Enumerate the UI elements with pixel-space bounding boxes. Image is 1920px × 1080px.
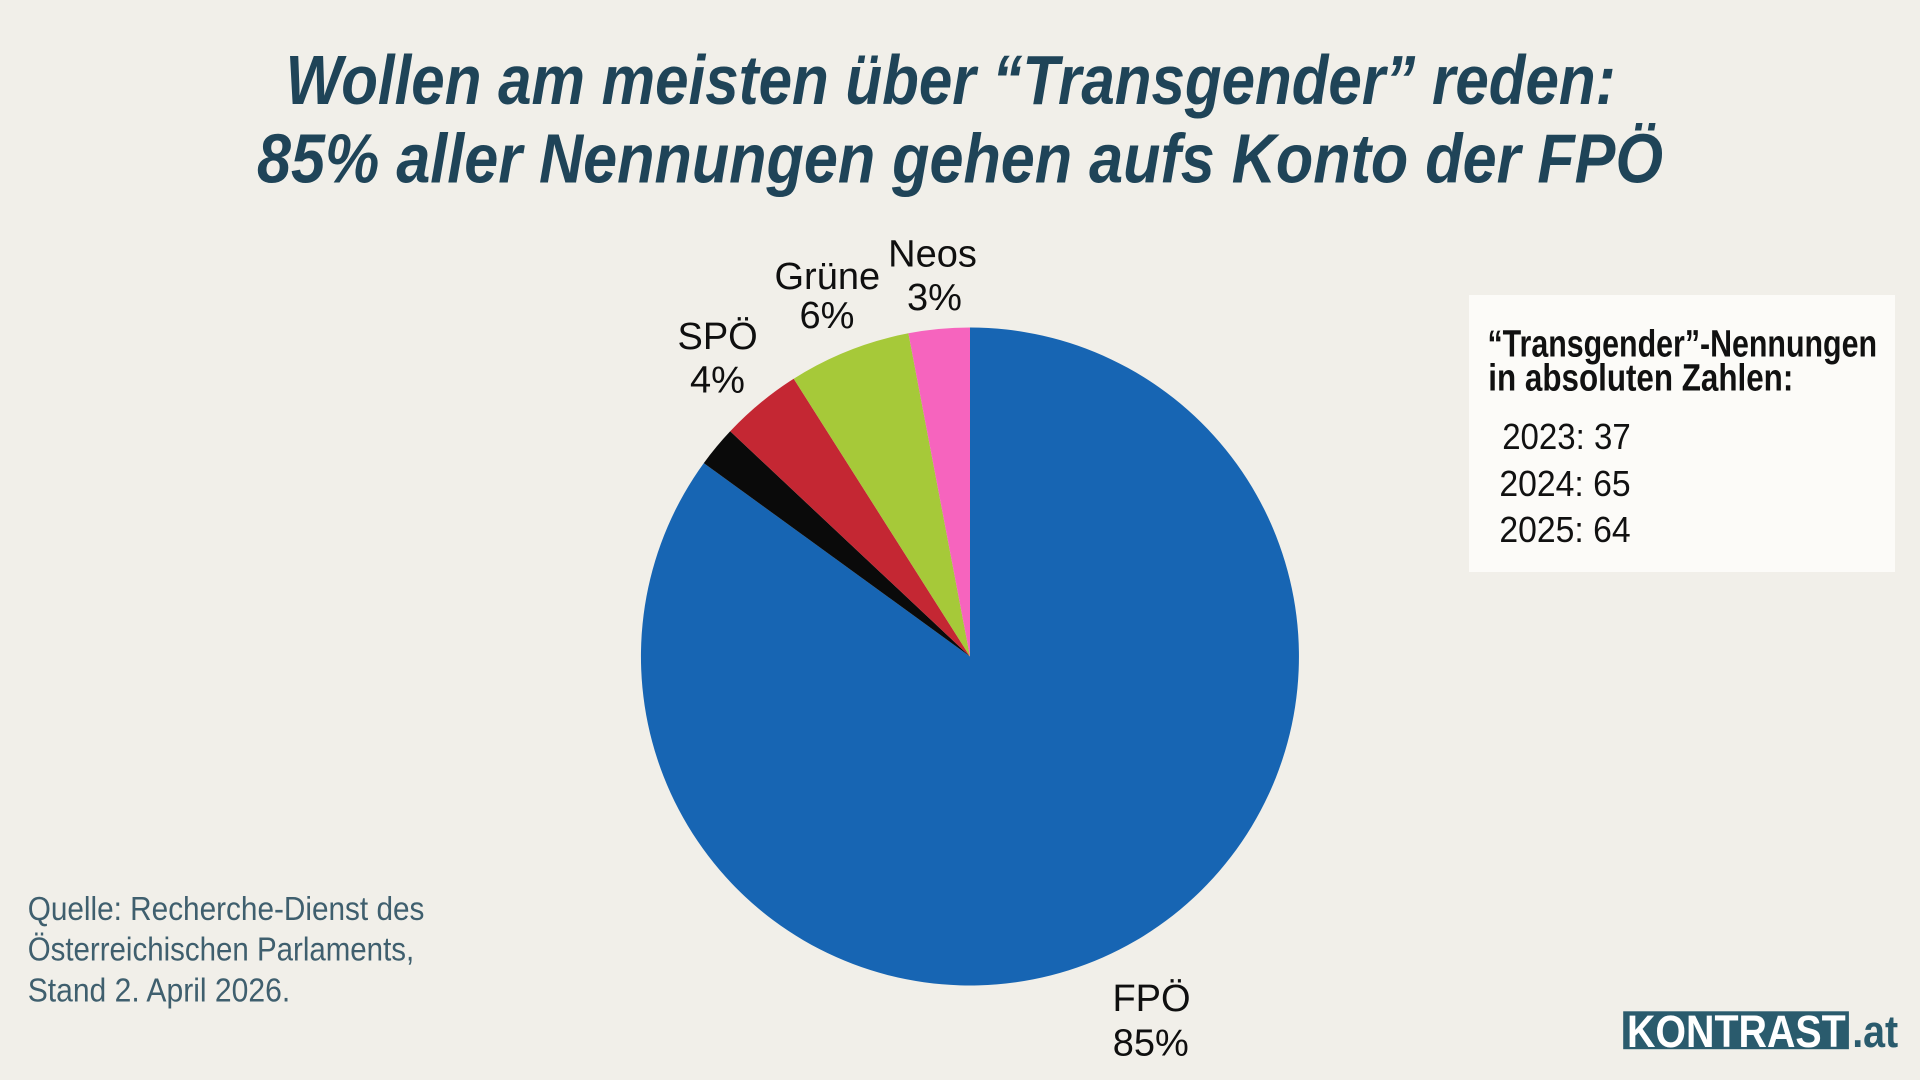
svg-text:Neos: Neos: [888, 234, 977, 276]
svg-text:6%: 6%: [800, 295, 855, 337]
svg-text:KONTRAST: KONTRAST: [1627, 1006, 1846, 1057]
svg-text:Quelle: Recherche-Dienst des: Quelle: Recherche-Dienst des: [28, 890, 425, 927]
svg-text:2024: 65: 2024: 65: [1499, 463, 1630, 504]
svg-text:4%: 4%: [690, 360, 745, 402]
svg-text:85%: 85%: [1113, 1023, 1189, 1065]
svg-text:Stand 2. April 2026.: Stand 2. April 2026.: [28, 971, 291, 1008]
svg-text:Wollen am meisten über “Transg: Wollen am meisten über “Transgender” red…: [286, 41, 1616, 119]
svg-text:85% aller Nennungen gehen aufs: 85% aller Nennungen gehen aufs Konto der…: [257, 120, 1663, 198]
svg-text:Österreichischen Parlaments,: Österreichischen Parlaments,: [28, 931, 415, 968]
svg-text:SPÖ: SPÖ: [677, 316, 757, 358]
svg-text:FPÖ: FPÖ: [1112, 978, 1190, 1020]
svg-text:Grüne: Grüne: [774, 256, 880, 298]
svg-text:2023: 37: 2023: 37: [1502, 416, 1631, 457]
svg-text:.at: .at: [1852, 1006, 1898, 1057]
svg-text:3%: 3%: [907, 277, 962, 319]
svg-text:2025: 64: 2025: 64: [1499, 509, 1630, 550]
svg-text:in absoluten Zahlen:: in absoluten Zahlen:: [1488, 358, 1793, 400]
svg-text:“Transgender”-Nennungen: “Transgender”-Nennungen: [1488, 324, 1878, 366]
